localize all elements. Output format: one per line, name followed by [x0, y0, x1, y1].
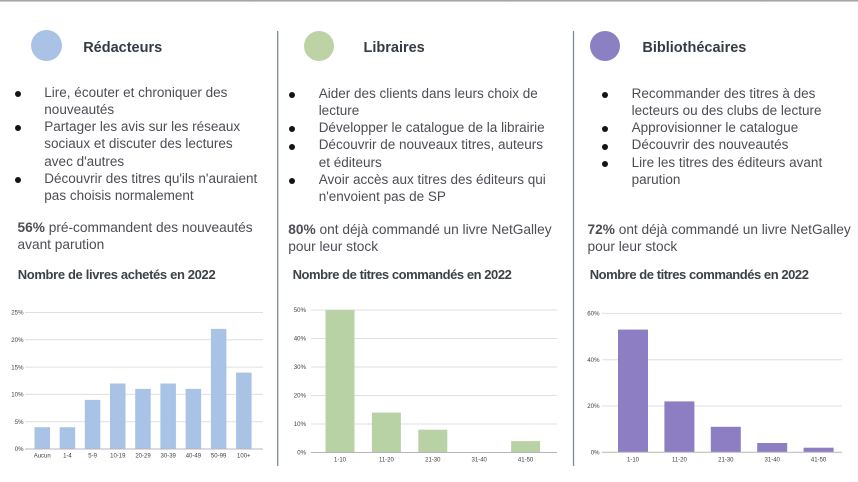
svg-text:20%: 20% [587, 403, 600, 410]
svg-text:40%: 40% [294, 336, 307, 343]
svg-text:20%: 20% [11, 337, 24, 344]
svg-text:20-29: 20-29 [135, 454, 151, 460]
svg-text:Aucun: Aucun [34, 454, 51, 460]
svg-text:21-30: 21-30 [718, 458, 734, 464]
svg-text:1-10: 1-10 [627, 458, 640, 464]
svg-text:10-19: 10-19 [110, 454, 126, 460]
svg-text:15%: 15% [11, 364, 24, 371]
svg-text:25%: 25% [11, 310, 24, 317]
svg-text:11-20: 11-20 [379, 458, 395, 464]
svg-text:0%: 0% [591, 450, 600, 457]
svg-text:50%: 50% [294, 307, 307, 314]
svg-text:1-4: 1-4 [63, 454, 72, 460]
svg-text:10%: 10% [11, 392, 24, 399]
svg-text:20%: 20% [294, 393, 307, 400]
svg-text:10%: 10% [294, 421, 307, 428]
svg-text:5%: 5% [15, 419, 24, 426]
svg-text:41-50: 41-50 [518, 458, 534, 464]
svg-text:40-49: 40-49 [186, 454, 202, 460]
svg-text:60%: 60% [587, 311, 600, 318]
svg-text:40%: 40% [587, 357, 600, 364]
svg-text:30-39: 30-39 [161, 454, 177, 460]
svg-text:21-30: 21-30 [425, 458, 441, 464]
svg-text:31-40: 31-40 [472, 458, 488, 464]
svg-text:31-40: 31-40 [765, 458, 781, 464]
svg-text:30%: 30% [294, 364, 307, 371]
svg-text:1-10: 1-10 [334, 458, 347, 464]
svg-text:41-50: 41-50 [811, 458, 827, 464]
svg-text:50-99: 50-99 [211, 454, 227, 460]
svg-text:11-20: 11-20 [672, 458, 688, 464]
svg-text:0%: 0% [297, 450, 306, 457]
svg-text:5-9: 5-9 [88, 454, 97, 460]
svg-text:100+: 100+ [237, 454, 251, 460]
svg-text:0%: 0% [15, 446, 24, 453]
